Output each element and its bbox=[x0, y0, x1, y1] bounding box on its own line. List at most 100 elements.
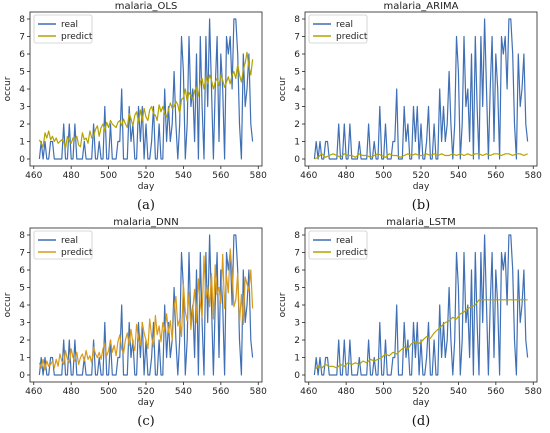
x-tick-label: 580 bbox=[250, 171, 267, 181]
legend: real predict bbox=[33, 14, 93, 44]
y-tick-label: 8 bbox=[294, 231, 300, 241]
y-tick-label: 7 bbox=[19, 249, 25, 259]
y-tick-label: 1 bbox=[294, 138, 300, 148]
y-tick-label: 5 bbox=[294, 284, 300, 294]
y-tick-label: 4 bbox=[19, 301, 25, 311]
x-tick-label: 560 bbox=[212, 171, 229, 181]
y-tick-label: 2 bbox=[19, 336, 25, 346]
x-axis-label: day bbox=[413, 398, 430, 408]
x-tick-label: 540 bbox=[175, 171, 192, 181]
y-axis-label: occur bbox=[3, 292, 13, 317]
chart-title: malaria_LSTM bbox=[386, 217, 455, 228]
y-tick-label: 1 bbox=[294, 354, 300, 364]
chart-panel-ols: malaria_OLS 0 1 2 3 4 5 6 7 8 460 480 500 520 540 560 58… bbox=[0, 0, 275, 216]
y-tick-label: 3 bbox=[19, 319, 25, 329]
y-tick-label: 3 bbox=[294, 319, 300, 329]
y-tick-label: 4 bbox=[19, 85, 25, 95]
x-tick-label: 480 bbox=[63, 171, 80, 181]
y-tick-label: 5 bbox=[294, 68, 300, 78]
y-tick-label: 6 bbox=[19, 50, 25, 60]
x-tick-label: 480 bbox=[338, 171, 355, 181]
y-tick-label: 5 bbox=[19, 284, 25, 294]
legend: real predict bbox=[33, 230, 93, 260]
x-tick-label: 460 bbox=[300, 171, 317, 181]
legend-label-predict: predict bbox=[61, 248, 93, 258]
series-group bbox=[313, 18, 529, 160]
chart-title: malaria_ARIMA bbox=[384, 1, 459, 12]
y-tick-label: 7 bbox=[294, 33, 300, 43]
x-axis-label: day bbox=[138, 398, 155, 408]
series-line-real bbox=[38, 18, 254, 160]
chart-dnn: malaria_DNN 0 1 2 3 4 5 6 7 8 460 480 500 520 540 560 58… bbox=[3, 217, 267, 429]
y-axis-label: occur bbox=[3, 76, 13, 101]
series-line-real bbox=[313, 18, 529, 160]
x-axis-label: day bbox=[138, 182, 155, 192]
y-axis-label: occur bbox=[278, 76, 288, 101]
y-tick-label: 6 bbox=[19, 266, 25, 276]
x-tick-label: 480 bbox=[63, 387, 80, 397]
y-tick-label: 1 bbox=[19, 138, 25, 148]
legend-label-real: real bbox=[336, 20, 353, 30]
x-tick-label: 500 bbox=[100, 171, 117, 181]
y-tick-label: 8 bbox=[19, 231, 25, 241]
chart-panel-lstm: malaria_LSTM 0 1 2 3 4 5 6 7 8 460 480 500 520 540 560 5… bbox=[275, 216, 550, 432]
y-tick-label: 3 bbox=[294, 103, 300, 113]
y-tick-label: 2 bbox=[294, 120, 300, 130]
y-tick-label: 8 bbox=[294, 15, 300, 25]
series-line-predict bbox=[38, 51, 254, 150]
x-tick-label: 520 bbox=[137, 171, 154, 181]
x-tick-label: 560 bbox=[487, 387, 504, 397]
x-tick-label: 480 bbox=[338, 387, 355, 397]
chart-title: malaria_DNN bbox=[113, 217, 178, 228]
x-tick-label: 560 bbox=[212, 387, 229, 397]
x-tick-label: 460 bbox=[25, 171, 42, 181]
x-tick-label: 580 bbox=[525, 171, 542, 181]
y-tick-label: 4 bbox=[294, 301, 300, 311]
x-tick-label: 520 bbox=[412, 171, 429, 181]
y-tick-label: 2 bbox=[19, 120, 25, 130]
legend-label-predict: predict bbox=[61, 32, 93, 42]
series-line-predict bbox=[313, 299, 528, 371]
series-group bbox=[38, 234, 254, 376]
chart-panel-arima: malaria_ARIMA 0 1 2 3 4 5 6 7 8 460 480 500 520 540 560… bbox=[275, 0, 550, 216]
y-tick-label: 6 bbox=[294, 50, 300, 60]
legend: real predict bbox=[308, 14, 368, 44]
legend-label-predict: predict bbox=[336, 248, 368, 258]
x-tick-label: 460 bbox=[300, 387, 317, 397]
panel-caption: (b) bbox=[412, 198, 430, 213]
y-tick-label: 8 bbox=[19, 15, 25, 25]
y-tick-label: 5 bbox=[19, 68, 25, 78]
y-tick-label: 0 bbox=[294, 155, 300, 165]
y-tick-label: 0 bbox=[19, 371, 25, 381]
x-tick-label: 580 bbox=[525, 387, 542, 397]
x-tick-label: 540 bbox=[450, 171, 467, 181]
x-tick-label: 460 bbox=[25, 387, 42, 397]
chart-arima: malaria_ARIMA 0 1 2 3 4 5 6 7 8 460 480 500 520 540 560… bbox=[278, 1, 542, 213]
y-tick-label: 1 bbox=[19, 354, 25, 364]
y-tick-label: 7 bbox=[294, 249, 300, 259]
y-tick-label: 4 bbox=[294, 85, 300, 95]
x-tick-label: 500 bbox=[100, 387, 117, 397]
series-line-real bbox=[313, 234, 529, 376]
x-axis-label: day bbox=[413, 182, 430, 192]
x-tick-label: 500 bbox=[375, 171, 392, 181]
legend-label-real: real bbox=[61, 20, 78, 30]
legend-label-real: real bbox=[61, 236, 78, 246]
y-tick-label: 0 bbox=[19, 155, 25, 165]
chart-panel-dnn: malaria_DNN 0 1 2 3 4 5 6 7 8 460 480 500 520 540 560 58… bbox=[0, 216, 275, 432]
panel-caption: (a) bbox=[137, 198, 155, 213]
chart-title: malaria_OLS bbox=[115, 1, 178, 12]
x-tick-label: 520 bbox=[412, 387, 429, 397]
x-tick-label: 540 bbox=[175, 387, 192, 397]
legend-label-real: real bbox=[336, 236, 353, 246]
y-tick-label: 0 bbox=[294, 371, 300, 381]
y-axis-label: occur bbox=[278, 292, 288, 317]
panel-caption: (d) bbox=[412, 414, 430, 429]
chart-lstm: malaria_LSTM 0 1 2 3 4 5 6 7 8 460 480 500 520 540 560 5… bbox=[278, 217, 542, 429]
series-line-predict bbox=[314, 153, 528, 160]
x-tick-label: 580 bbox=[250, 387, 267, 397]
y-tick-label: 7 bbox=[19, 33, 25, 43]
chart-ols: malaria_OLS 0 1 2 3 4 5 6 7 8 460 480 500 520 540 560 58… bbox=[3, 1, 267, 213]
legend-label-predict: predict bbox=[336, 32, 368, 42]
series-group bbox=[313, 234, 529, 376]
